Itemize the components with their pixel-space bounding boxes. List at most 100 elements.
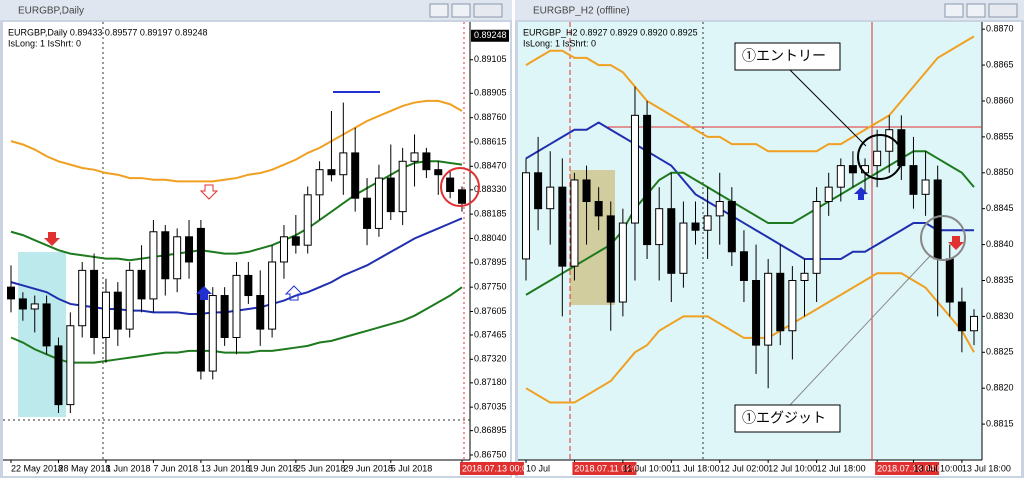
candle-body [185, 236, 194, 263]
x-tick-label: 5 Jul 2018 [391, 463, 433, 473]
candle-body [458, 189, 466, 204]
indicator-line [10, 160, 463, 262]
candle-body [957, 301, 966, 332]
candle-body [279, 236, 288, 263]
candle-body [933, 179, 942, 260]
candle-body [715, 201, 724, 217]
candle-body [66, 325, 75, 406]
y-tick-label: 0.87605 [474, 306, 507, 316]
candle-body [594, 201, 603, 217]
y-tick-label: 0.88905 [474, 88, 507, 98]
y-tick-label: 0.8835 [986, 275, 1014, 285]
candle-body [422, 152, 431, 171]
callout-text: ①エグジット [742, 410, 826, 426]
chart-status: IsLong: 1 IsShrt: 0 [523, 38, 596, 48]
price-label: 0.89248 [474, 30, 507, 40]
y-tick-label: 0.88330 [474, 184, 507, 194]
x-tick-label: 28 May 2018 [58, 463, 110, 473]
callout-line [789, 69, 867, 147]
candle-body [970, 315, 978, 332]
candle-body [256, 295, 265, 330]
candle-body [618, 222, 627, 303]
candle-body [90, 269, 99, 338]
candle-body [291, 236, 300, 246]
x-tick-label: 22 May 2018 [11, 463, 63, 473]
x-label-highlight [572, 462, 637, 475]
y-tick-label: 0.86895 [474, 425, 507, 435]
buy-arrow [196, 286, 212, 300]
maximize-button[interactable] [451, 3, 471, 18]
callout-text: ①エントリー [742, 48, 826, 64]
candle-body [534, 172, 543, 210]
y-tick-label: 0.8840 [986, 239, 1014, 249]
candle-body [137, 269, 146, 300]
chart-status: IsLong: 1 IsShrt: 0 [8, 38, 81, 48]
y-tick-label: 0.88615 [474, 136, 507, 146]
close-button[interactable] [988, 3, 1018, 18]
y-tick-label: 0.87320 [474, 354, 507, 364]
candle-body [30, 303, 39, 310]
x-tick-label: 12 Jul 10:00 [768, 463, 817, 473]
x-label-highlight [875, 462, 940, 475]
candle-body [446, 177, 455, 192]
candle-body [885, 129, 894, 152]
candle-body [149, 231, 158, 300]
candle-body [54, 345, 63, 406]
x-label-highlight [460, 462, 524, 475]
x-tick-label: 11 Jul 10:00 [623, 463, 671, 473]
sell-arrow [44, 232, 60, 246]
candle-body [739, 251, 748, 281]
candle-body [788, 279, 797, 332]
candle-body [727, 201, 736, 253]
candle-body [945, 258, 954, 303]
candle-body [351, 152, 360, 199]
candle-body [606, 215, 615, 303]
close-button[interactable] [473, 3, 503, 18]
indicator-line [525, 121, 974, 260]
candle-body [570, 179, 579, 267]
candle-body [42, 303, 51, 347]
candle-body [776, 272, 785, 332]
minimize-button[interactable] [429, 3, 449, 18]
chart-right: 0.8870 0.8865 0.8860 0.8855 0.8850 0.8845 0.88… [522, 24, 1014, 475]
candle-body [909, 165, 918, 195]
y-tick-label: 0.8865 [986, 59, 1014, 69]
candle-body [655, 208, 664, 246]
buy-arrow [284, 285, 304, 301]
candle-body [303, 194, 312, 246]
candle-body [374, 177, 383, 229]
price-marker [471, 29, 509, 42]
minimize-button[interactable] [944, 3, 964, 18]
x-tick-label: 29 Jun 2018 [343, 463, 393, 473]
candle-body [220, 295, 229, 338]
candle-body [679, 222, 688, 274]
candle-body [244, 274, 253, 297]
x-tick-label: 11 Jul 18:00 [671, 463, 719, 473]
x-tick-label: 25 Jun 2018 [296, 463, 346, 473]
y-tick-label: 0.8860 [986, 95, 1014, 105]
x-tick-label: 13 Jun 2018 [201, 463, 251, 473]
y-tick-label: 0.86750 [474, 449, 507, 459]
maximize-button[interactable] [966, 3, 986, 18]
x-tick-label: 13 Jul 18:00 [962, 463, 1011, 473]
candle-body [78, 269, 87, 327]
x-tick-label: 2018.07.13 04:00 [877, 463, 947, 473]
candle-body [848, 165, 857, 174]
marker-circle [440, 167, 480, 207]
candle-body [339, 152, 348, 176]
window-buttons[interactable] [429, 3, 1018, 18]
y-tick-label: 0.8820 [986, 383, 1014, 393]
candle-body [161, 231, 170, 280]
x-tick-label: 19 Jun 2018 [248, 463, 298, 473]
buy-arrow [854, 187, 868, 200]
y-tick-label: 0.8855 [986, 131, 1014, 141]
candle-body [232, 274, 241, 338]
candle-body [643, 114, 652, 246]
candle-body [764, 272, 773, 346]
indicator-line [525, 272, 975, 404]
y-tick-label: 0.8815 [986, 418, 1014, 428]
callout-line [789, 255, 931, 406]
y-tick-label: 0.87035 [474, 402, 507, 412]
exit-circle [920, 215, 966, 261]
candle-body [667, 208, 676, 274]
